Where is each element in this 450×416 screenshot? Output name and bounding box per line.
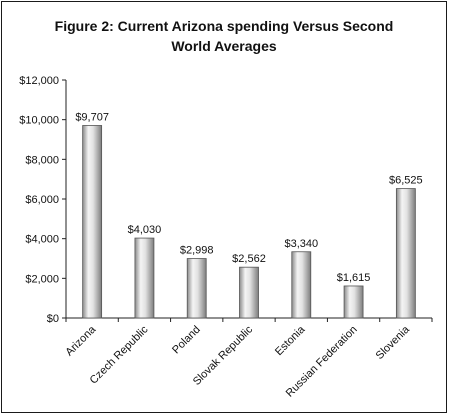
y-tick-label: $4,000 xyxy=(25,234,59,246)
y-tick-label: $0 xyxy=(47,313,59,325)
y-tick-label: $2,000 xyxy=(25,273,59,285)
chart-axes: $0 $2,000 $4,000 $6,000 $8,000 $10,000 $12,000 xyxy=(19,75,433,325)
category-label: Poland xyxy=(170,324,203,357)
bar xyxy=(186,258,207,319)
category-label: Slovenia xyxy=(374,323,413,362)
chart-title-line-1: Figure 2: Current Arizona spending Versu… xyxy=(54,18,394,34)
chart-bars xyxy=(82,125,416,319)
category-label: Arizona xyxy=(63,323,98,358)
category-label: Estonia xyxy=(273,323,308,358)
data-label: $4,030 xyxy=(128,224,162,236)
data-label: $6,525 xyxy=(389,175,423,187)
chart-title-line-2: World Averages xyxy=(171,38,277,54)
data-label: $1,615 xyxy=(337,272,371,284)
data-label: $2,562 xyxy=(232,253,266,265)
y-tick-label: $12,000 xyxy=(19,75,59,87)
bar xyxy=(395,188,416,319)
data-label: $2,998 xyxy=(180,245,214,257)
y-tick-label: $8,000 xyxy=(25,154,59,166)
data-label: $3,340 xyxy=(284,238,318,250)
bar xyxy=(134,237,155,319)
bar xyxy=(82,125,103,319)
y-tick-label: $10,000 xyxy=(19,115,59,127)
chart-title: Figure 2: Current Arizona spending Versu… xyxy=(2,16,446,56)
data-label: $9,707 xyxy=(75,111,109,123)
y-tick-label: $6,000 xyxy=(25,194,59,206)
bar xyxy=(343,285,364,319)
bar xyxy=(239,266,259,319)
bar xyxy=(291,251,312,319)
